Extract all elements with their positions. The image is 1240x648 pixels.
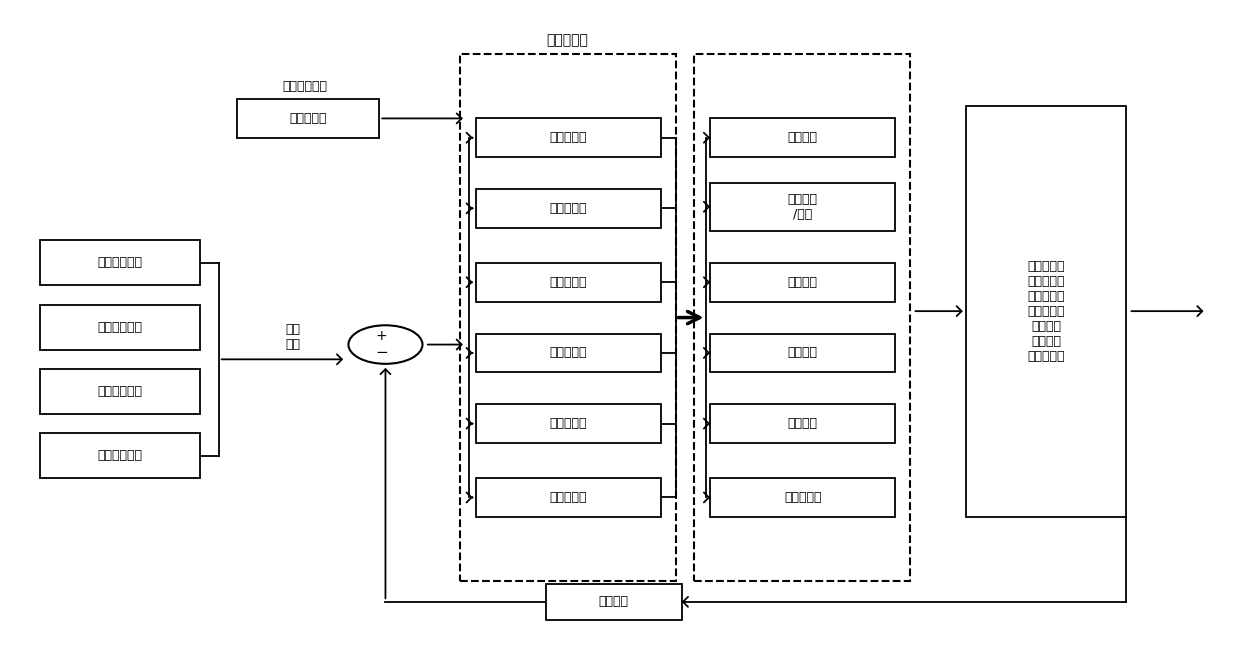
Bar [711,119,895,157]
Bar [694,54,910,581]
Text: +: + [376,329,388,343]
Bar [476,189,661,227]
Text: 桥架控制器: 桥架控制器 [549,276,587,289]
Bar [476,263,661,301]
Text: 横移速度、
台车行程、
绞刀转速、
桥架深度、
真空、浓
度、流速
等过程参数: 横移速度、 台车行程、 绞刀转速、 桥架深度、 真空、浓 度、流速 等过程参数 [1027,260,1065,363]
Text: 台车控制器: 台车控制器 [549,347,587,360]
Text: 自动控制器: 自动控制器 [547,33,589,47]
Text: 桥架绞车: 桥架绞车 [787,276,817,289]
Text: 真空控制器: 真空控制器 [549,491,587,504]
Text: 横移控制器: 横移控制器 [549,131,587,145]
Text: 横移绞车: 横移绞车 [787,417,817,430]
Bar [40,369,201,414]
Text: 自动控制模式: 自动控制模式 [283,80,327,93]
Text: 绞刀控制器: 绞刀控制器 [549,202,587,215]
Bar [711,404,895,443]
Text: 最大产量自动: 最大产量自动 [98,385,143,398]
Bar [460,54,676,581]
Text: 绞刀电机
/马达: 绞刀电机 /马达 [787,192,817,221]
Bar [40,434,201,478]
Text: 目标产量自动: 目标产量自动 [98,321,143,334]
Text: 经济产量自动: 经济产量自动 [98,449,143,462]
Text: 流速控制器: 流速控制器 [549,417,587,430]
Bar [476,334,661,372]
Bar [476,478,661,516]
Text: 逻辑判断: 逻辑判断 [599,596,629,608]
Bar [546,584,682,619]
Bar [711,183,895,231]
Bar [237,99,379,137]
Text: 台车液压: 台车液压 [787,347,817,360]
Bar [966,106,1126,516]
Text: −: − [376,345,388,360]
Bar [40,305,201,350]
Text: 多层多进尺: 多层多进尺 [290,112,327,125]
Bar [711,334,895,372]
Bar [476,119,661,157]
Bar [40,240,201,286]
Text: 目标参数自动: 目标参数自动 [98,257,143,270]
Text: 横移绞车: 横移绞车 [787,131,817,145]
Bar [711,478,895,516]
Text: 参数
设定: 参数 设定 [285,323,300,351]
Text: 真空释放阀: 真空释放阀 [784,491,821,504]
Bar [711,263,895,301]
Bar [476,404,661,443]
